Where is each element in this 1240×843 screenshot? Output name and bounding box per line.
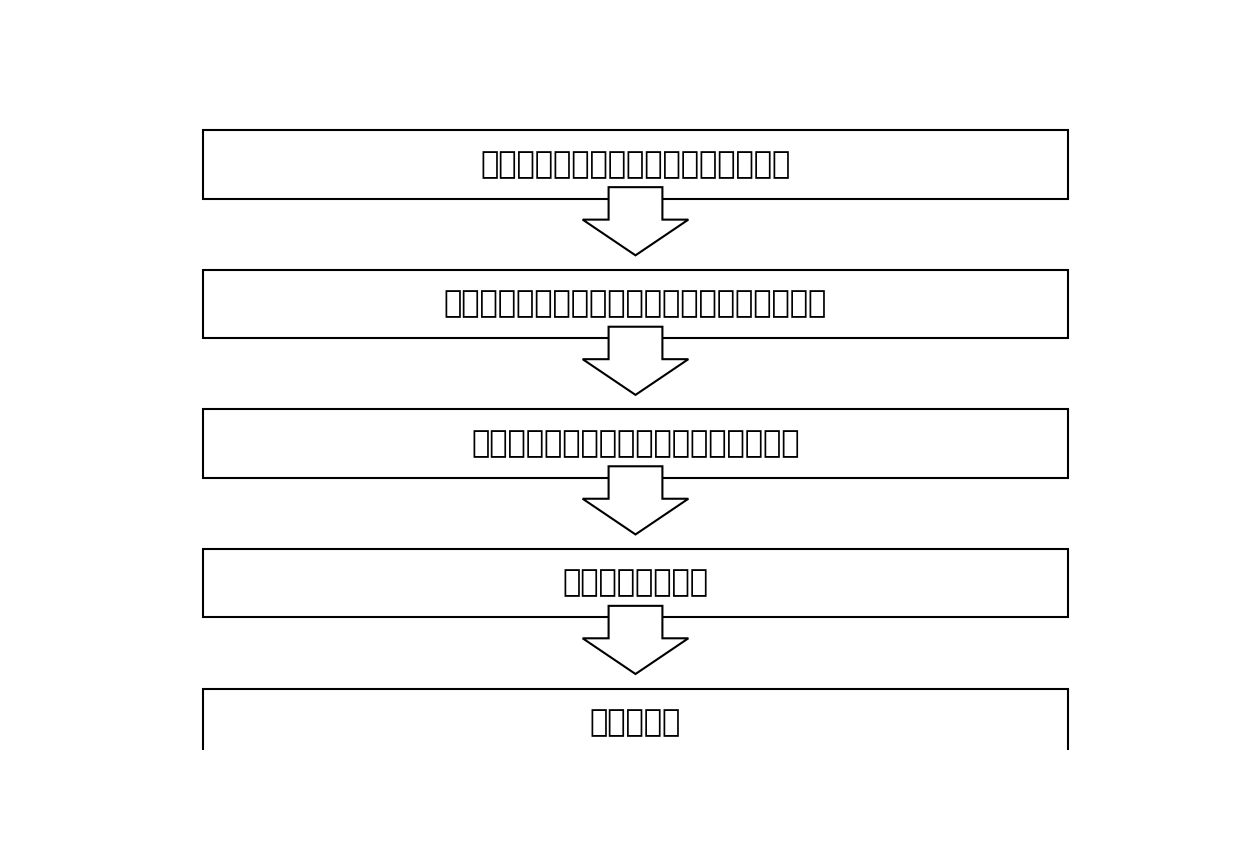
Text: 设计一个期望的光电二极管的击穿电压: 设计一个期望的光电二极管的击穿电压 [480,150,791,179]
Text: 进行锌扩散: 进行锌扩散 [590,708,681,737]
Bar [203,410,1068,478]
Bar [203,270,1068,338]
Text: 根据锌扩散深度需求优化定义锌扩散窗口: 根据锌扩散深度需求优化定义锌扩散窗口 [471,429,800,458]
Polygon shape [583,187,688,255]
Polygon shape [583,466,688,534]
Bar [203,549,1068,617]
Text: 制备锌扩散的掩膜: 制备锌扩散的掩膜 [563,569,708,598]
Polygon shape [583,327,688,395]
Bar [203,689,1068,757]
Bar [203,131,1068,198]
Text: 根据期望的击穿电压设计出有源区的锌扩散深度: 根据期望的击穿电压设计出有源区的锌扩散深度 [444,289,827,319]
Polygon shape [583,606,688,674]
